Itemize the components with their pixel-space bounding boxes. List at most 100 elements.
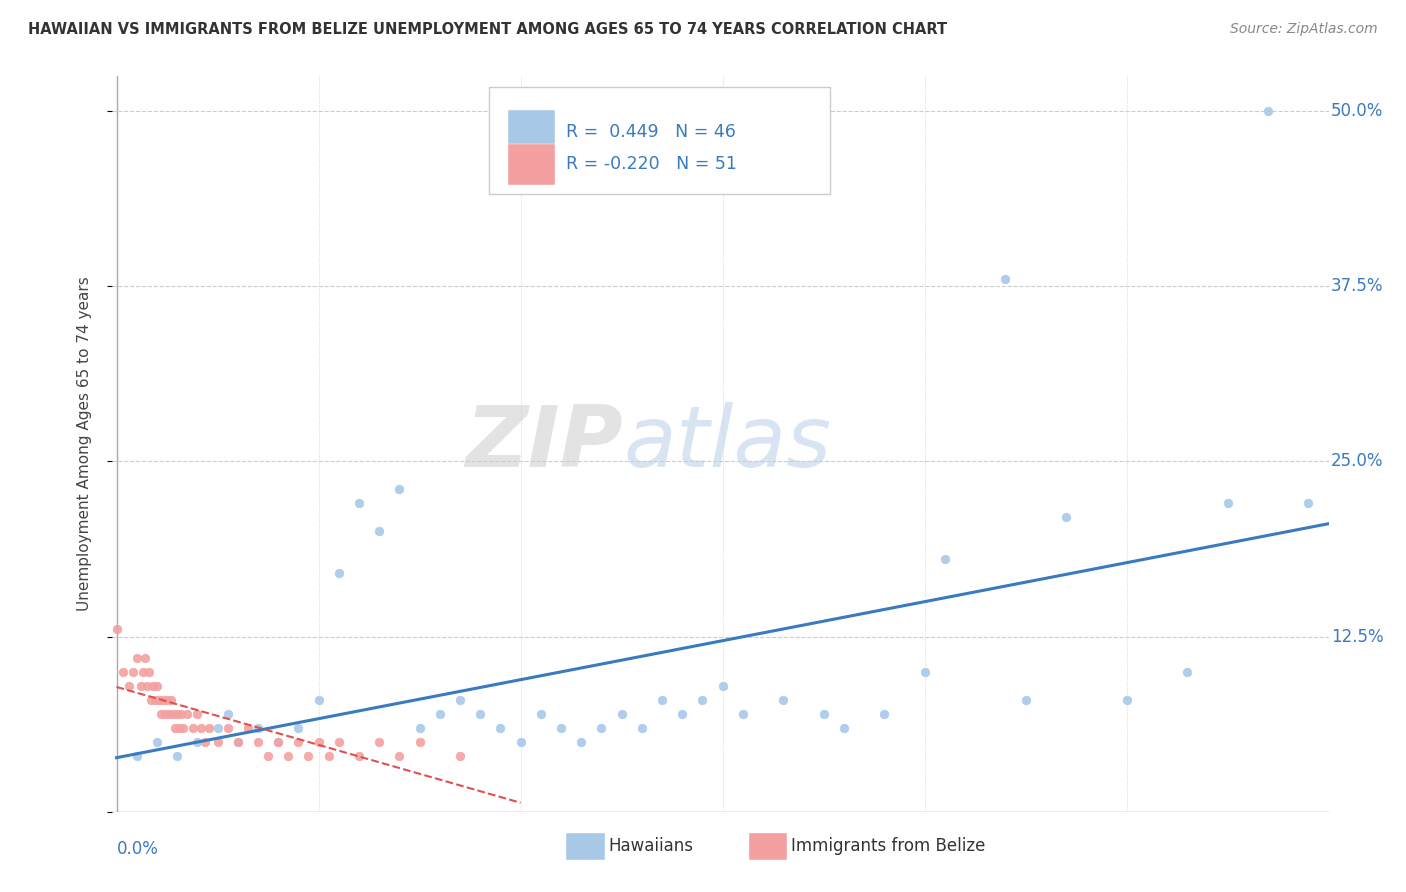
Point	[170, 706, 193, 721]
Point	[914, 665, 936, 679]
Point	[388, 483, 411, 497]
Point	[569, 734, 592, 748]
Point	[347, 748, 370, 763]
Point	[388, 748, 411, 763]
Point	[172, 721, 194, 735]
Text: Immigrants from Belize: Immigrants from Belize	[792, 838, 986, 855]
Text: 50.0%: 50.0%	[1331, 102, 1384, 120]
Text: 37.5%: 37.5%	[1331, 277, 1384, 295]
Text: ZIP: ZIP	[465, 402, 623, 485]
Point	[347, 496, 370, 510]
Point	[142, 679, 165, 693]
Point	[125, 650, 148, 665]
Point	[308, 734, 330, 748]
Point	[217, 721, 239, 735]
Point	[731, 706, 754, 721]
Point	[651, 692, 673, 706]
Point	[287, 721, 309, 735]
Point	[1298, 496, 1320, 510]
Point	[772, 692, 794, 706]
Point	[1216, 496, 1239, 510]
Text: HAWAIIAN VS IMMIGRANTS FROM BELIZE UNEMPLOYMENT AMONG AGES 65 TO 74 YEARS CORREL: HAWAIIAN VS IMMIGRANTS FROM BELIZE UNEMP…	[28, 22, 948, 37]
Point	[692, 692, 714, 706]
Point	[509, 734, 531, 748]
Point	[186, 706, 208, 721]
Point	[148, 692, 170, 706]
Point	[530, 706, 553, 721]
Point	[146, 734, 169, 748]
Text: 25.0%: 25.0%	[1331, 452, 1384, 470]
Point	[146, 679, 169, 693]
Point	[162, 706, 184, 721]
Point	[246, 721, 269, 735]
Point	[1115, 692, 1137, 706]
Point	[1175, 665, 1198, 679]
Point	[267, 734, 290, 748]
Point	[139, 692, 162, 706]
Point	[287, 734, 309, 748]
Point	[132, 665, 155, 679]
Point	[297, 748, 319, 763]
Point	[149, 706, 172, 721]
Point	[470, 706, 492, 721]
Point	[134, 650, 156, 665]
Point	[190, 721, 212, 735]
Point	[429, 706, 451, 721]
Point	[167, 721, 190, 735]
FancyBboxPatch shape	[567, 833, 605, 860]
Point	[368, 524, 391, 539]
Text: Source: ZipAtlas.com: Source: ZipAtlas.com	[1230, 22, 1378, 37]
Point	[550, 721, 572, 735]
Point	[873, 706, 896, 721]
Point	[105, 623, 128, 637]
Point	[236, 721, 259, 735]
Point	[308, 692, 330, 706]
Point	[152, 692, 174, 706]
Point	[157, 706, 180, 721]
Point	[368, 734, 391, 748]
Point	[328, 734, 350, 748]
Point	[267, 734, 290, 748]
Point	[449, 692, 471, 706]
Point	[166, 748, 188, 763]
Point	[832, 721, 855, 735]
Point	[328, 566, 350, 581]
Point	[166, 706, 188, 721]
Point	[156, 692, 179, 706]
Point	[207, 734, 229, 748]
FancyBboxPatch shape	[508, 111, 555, 153]
Y-axis label: Unemployment Among Ages 65 to 74 years: Unemployment Among Ages 65 to 74 years	[77, 277, 91, 611]
Text: atlas: atlas	[623, 402, 831, 485]
Point	[257, 748, 280, 763]
Point	[135, 679, 157, 693]
Text: 0.0%: 0.0%	[117, 839, 159, 858]
Point	[160, 692, 183, 706]
Point	[138, 665, 160, 679]
Point	[186, 734, 208, 748]
Point	[630, 721, 652, 735]
Point	[1054, 510, 1077, 524]
Point	[489, 721, 512, 735]
Point	[591, 721, 613, 735]
Point	[246, 734, 269, 748]
Point	[121, 665, 143, 679]
Text: 12.5%: 12.5%	[1331, 627, 1384, 646]
Point	[111, 665, 134, 679]
Point	[994, 272, 1017, 286]
Point	[1257, 103, 1279, 118]
Point	[165, 721, 187, 735]
Point	[129, 679, 152, 693]
Point	[198, 721, 221, 735]
Point	[277, 748, 299, 763]
Point	[318, 748, 340, 763]
Point	[194, 734, 217, 748]
Point	[207, 721, 229, 735]
Point	[125, 748, 148, 763]
Point	[449, 748, 471, 763]
Point	[408, 721, 430, 735]
Point	[671, 706, 693, 721]
FancyBboxPatch shape	[489, 87, 830, 194]
Point	[1014, 692, 1036, 706]
Point	[181, 721, 204, 735]
FancyBboxPatch shape	[748, 833, 787, 860]
